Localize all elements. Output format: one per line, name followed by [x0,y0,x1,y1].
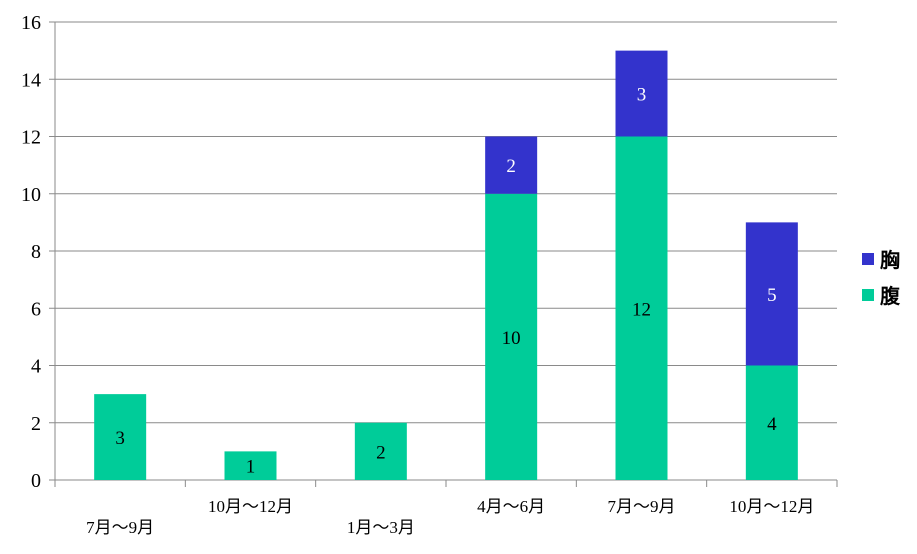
bar-segment [94,394,147,480]
legend-label: 胸 [880,248,900,272]
data-label: 4 [767,414,777,435]
data-label: 3 [637,85,647,106]
legend-swatch [862,289,874,301]
data-label: 10 [502,328,521,349]
bar-segment [224,451,277,480]
bar-segment [615,136,668,480]
data-label: 12 [632,299,651,320]
x-tick-label: 7月～9月 [86,518,154,537]
y-tick-label: 16 [21,12,41,34]
y-tick-label: 2 [31,413,41,435]
x-tick-label: 1月～3月 [347,518,415,537]
bar-segment [485,193,538,480]
legend: 胸腹 [862,248,901,308]
bar-segment [745,222,798,366]
bar-segment [485,136,538,194]
x-tick-label: 10月～12月 [208,497,293,516]
data-label: 5 [767,285,777,306]
y-tick-label: 0 [31,470,41,492]
y-tick-label: 12 [21,127,41,149]
y-axis: 0 2 4 6 8 10 12 14 16 [21,12,56,492]
x-tick-label: 4月～6月 [477,497,545,516]
y-tick-label: 14 [21,69,41,91]
y-tick-label: 4 [31,356,41,378]
bar-segment [745,365,798,480]
data-label: 3 [115,428,125,449]
bar-segment [615,50,668,137]
x-axis: 7月～9月 10月～12月 1月～3月 4月～6月 7月～9月 10月～12月 [54,479,838,537]
y-tick-label: 8 [31,241,41,263]
bar-segment [354,422,407,480]
y-tick-label: 6 [31,298,41,320]
x-tick-label: 10月～12月 [729,497,814,516]
gridlines [55,21,837,481]
x-tick-label: 7月～9月 [608,497,676,516]
data-label: 2 [506,156,516,177]
data-label: 2 [376,442,386,463]
legend-swatch [862,253,874,265]
y-tick-label: 10 [21,184,41,206]
data-label: 1 [246,457,256,478]
legend-label: 腹 [880,284,901,308]
